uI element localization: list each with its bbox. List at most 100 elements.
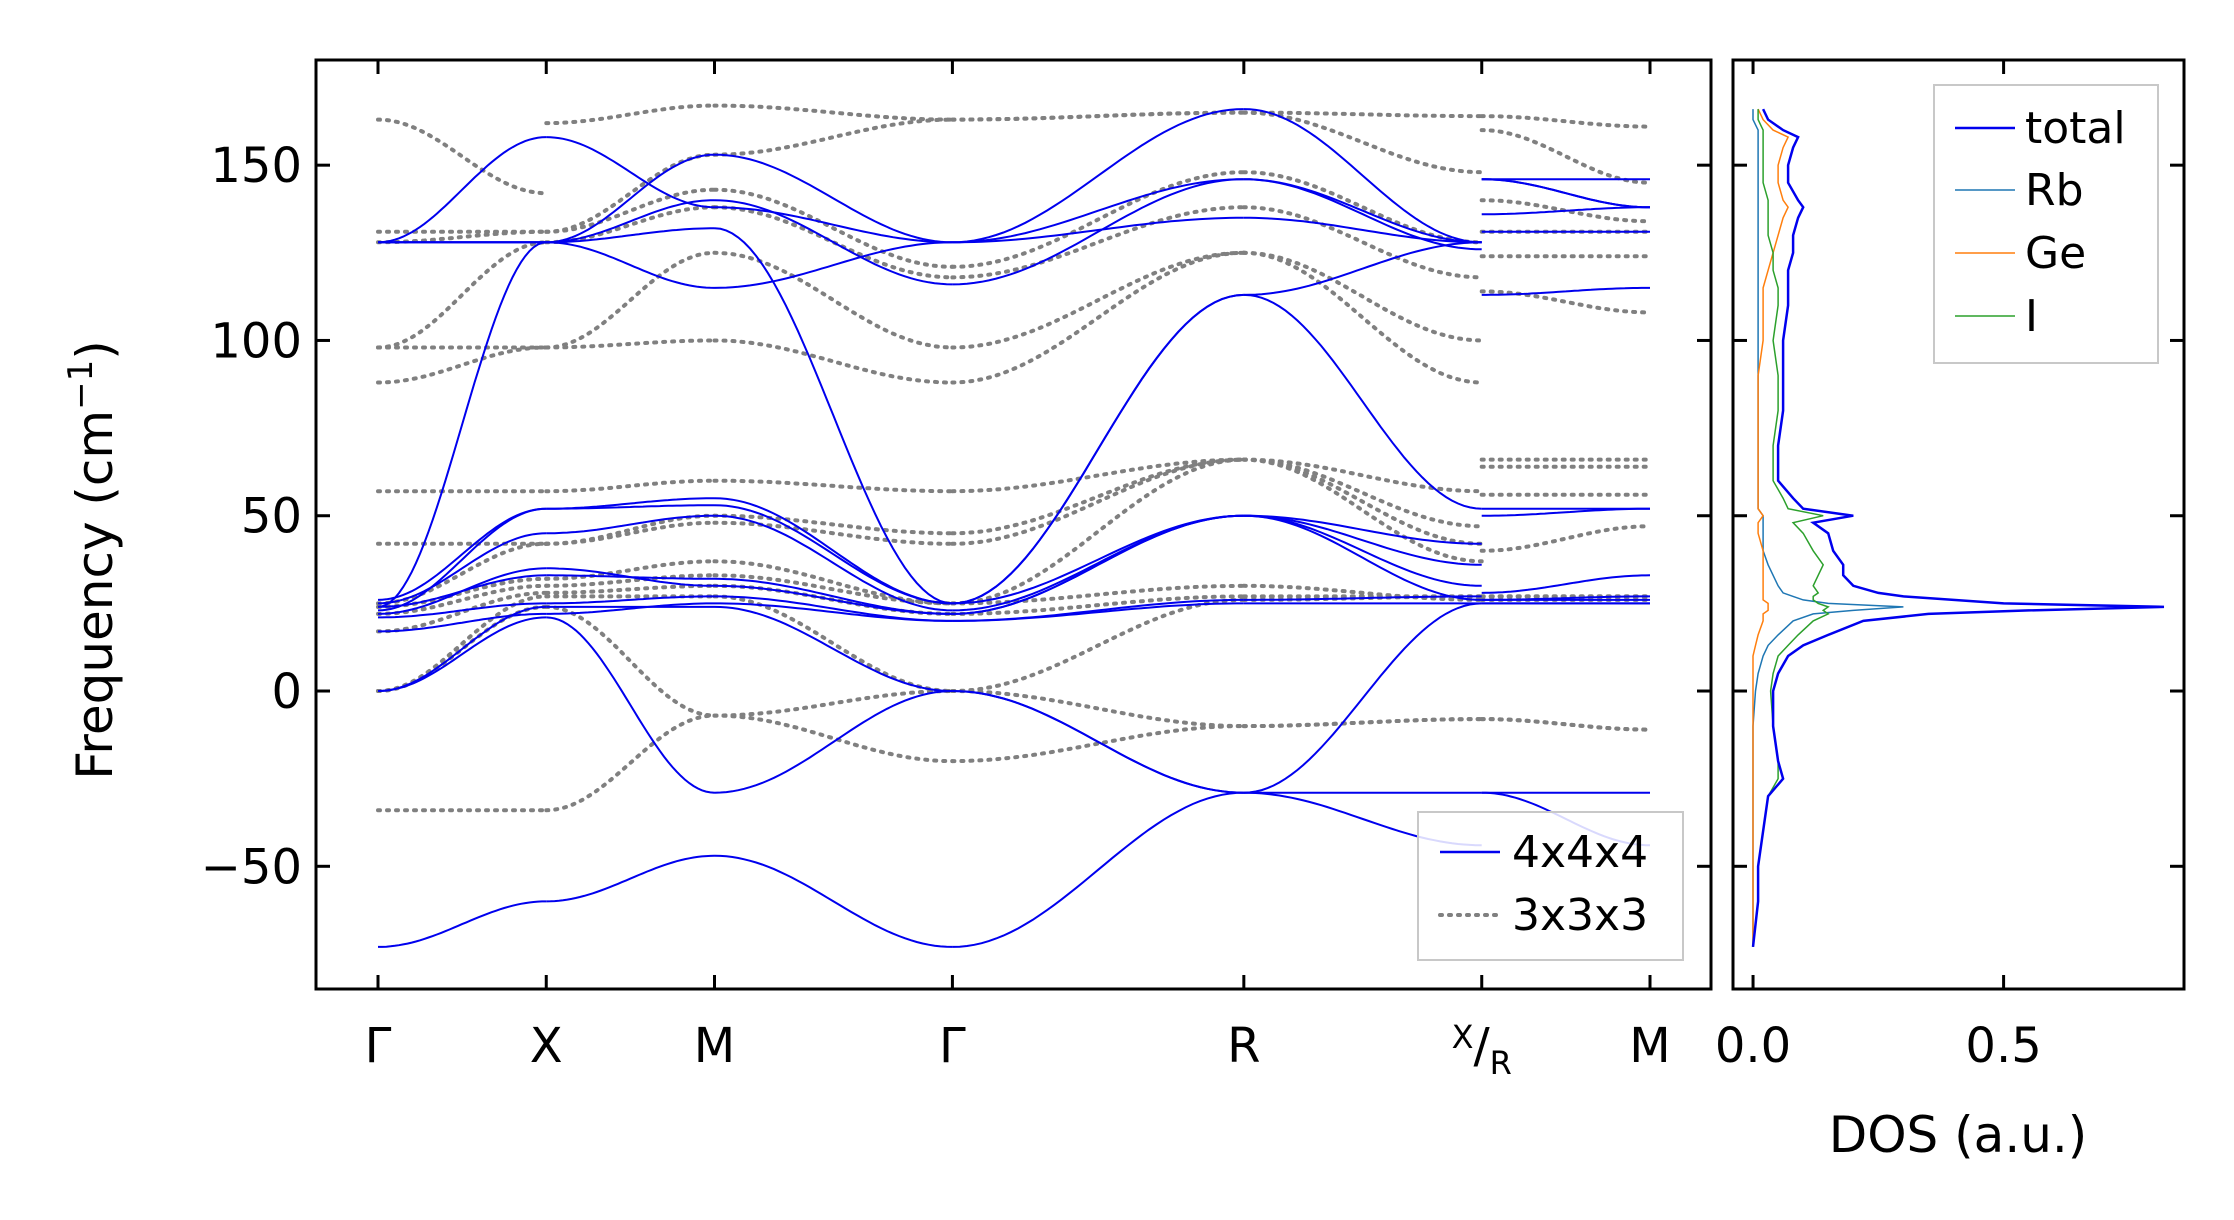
band-4x4x4-line (952, 791, 1244, 948)
band-4x4x4-line (952, 598, 1244, 622)
band-3x3x3-line (950, 250, 1246, 385)
band-4x4x4-line (1481, 286, 1650, 296)
dos-x-tick-label: 0.5 (1965, 1018, 2041, 1074)
band-3x3x3-line (712, 250, 955, 350)
band-4x4x4-line (377, 605, 547, 692)
band-3x3x3-line (950, 597, 1246, 693)
band-4x4x4-line (714, 595, 953, 622)
band-4x4x4-line (378, 900, 547, 948)
band-4x4x4-line (714, 514, 953, 612)
dos-plot-frame (1731, 58, 2186, 991)
band-4x4x4-line (1481, 574, 1651, 594)
band-4x4x4-line (714, 854, 953, 948)
dos-panel: 0.0 0.5 DOS (a.u.) total Rb Ge I (1715, 58, 2186, 1164)
band-3x3x3-line (1241, 457, 1484, 494)
dos-y-ticks (1733, 163, 2184, 868)
band-3x3x3-line (712, 187, 955, 269)
band-3x3x3-line (712, 478, 955, 494)
band-3x3x3-line (712, 713, 955, 764)
kpoint-label: X (530, 1018, 563, 1074)
band-3x3x3-line (544, 250, 717, 350)
band-3x3x3-line (1479, 128, 1652, 185)
band-4x4x4-line (714, 206, 953, 244)
band-4x4x4-line (714, 497, 953, 605)
band-4x4x4-line (1481, 206, 1650, 216)
y-tick-label: 150 (210, 138, 302, 194)
band-4x4x4-line (952, 216, 1244, 244)
band-4x4x4-line (714, 690, 953, 794)
y-axis-title-superscript: −1 (61, 360, 101, 410)
band-4x4x4-line (1243, 514, 1482, 545)
band-3x3x3-line (544, 713, 717, 813)
dos-rb-line (1752, 109, 1904, 947)
band-3x3x3-line (712, 573, 955, 606)
band-3x3x3-line (950, 583, 1246, 606)
band-4x4x4-line (377, 136, 547, 244)
band-4x4x4-line (1243, 241, 1482, 296)
band-lines (376, 103, 1652, 948)
band-3x3x3-line (1479, 198, 1652, 224)
band-3x3x3-line (544, 513, 717, 546)
dos-i-line (1752, 109, 1830, 947)
band-3x3x3-line (1479, 524, 1652, 553)
band-3x3x3-line (712, 559, 955, 606)
band-4x4x4-line (1481, 178, 1650, 209)
band-4x4x4-line (1243, 293, 1482, 510)
y-tick-label: 0 (271, 664, 302, 720)
band-3x3x3-line (1241, 110, 1484, 175)
kpoint-label: M (694, 1018, 735, 1074)
band-4x4x4-line (546, 514, 715, 535)
band-3x3x3-line (950, 457, 1246, 494)
band-4x4x4-line (377, 532, 547, 605)
band-3x3x3-line (544, 559, 717, 581)
band-plot-frame (314, 58, 1713, 991)
band-3x3x3-line (376, 240, 549, 350)
band-4x4x4-line (1481, 595, 1650, 601)
band-3x3x3-line (950, 594, 1246, 616)
y-tick-label: −50 (201, 839, 302, 895)
band-3x3x3-line (950, 110, 1246, 122)
band-4x4x4-line (546, 136, 715, 209)
band-4x4x4-line (952, 108, 1244, 244)
band-3x3x3-line (544, 583, 717, 595)
band-4x4x4-line (1243, 595, 1482, 601)
band-3x3x3-line (1241, 457, 1484, 529)
band-3x3x3-line (712, 338, 955, 385)
band-3x3x3-line (1241, 583, 1484, 602)
band-4x4x4-line (377, 507, 547, 612)
band-3x3x3-line (950, 689, 1246, 729)
band-y-ticks: −50 0 50 100 150 (201, 138, 1711, 895)
y-tick-label: 100 (210, 313, 302, 369)
band-3x3x3-line (376, 590, 549, 634)
band-3x3x3-line (950, 205, 1246, 280)
band-4x4x4-line (714, 577, 953, 615)
y-tick-label: 50 (241, 489, 302, 545)
band-4x4x4-line (378, 612, 547, 633)
band-4x4x4-line (546, 616, 715, 794)
band-4x4x4-line (377, 241, 547, 608)
band-3x3x3-line (544, 103, 717, 126)
band-4x4x4-line (546, 602, 715, 615)
band-3x3x3-line (376, 117, 549, 196)
band-4x4x4-line (1481, 507, 1650, 517)
band-3x3x3-line (544, 573, 717, 588)
legend-label-3x3x3: 3x3x3 (1512, 890, 1648, 941)
dos-total-line (1751, 108, 2165, 948)
kpoint-label: Γ (365, 1018, 392, 1074)
band-4x4x4-line (952, 514, 1244, 605)
band-4x4x4-line (952, 690, 1244, 794)
kpoint-label: X/R (1452, 1018, 1512, 1082)
band-4x4x4-line (1243, 108, 1482, 244)
dos-x-ticks: 0.0 0.5 (1715, 60, 2042, 1074)
band-3x3x3-line (950, 724, 1246, 764)
band-3x3x3-line (950, 170, 1246, 269)
kpoint-label: M (1629, 1018, 1670, 1074)
band-4x4x4-line (378, 602, 547, 619)
band-3x3x3-line (1479, 717, 1652, 732)
legend-label-rb: Rb (2025, 165, 2084, 216)
dos-x-tick-label: 0.0 (1715, 1018, 1791, 1074)
band-3x3x3-line (950, 457, 1246, 536)
band-3x3x3-line (712, 513, 955, 536)
band-4x4x4-line (952, 293, 1244, 605)
